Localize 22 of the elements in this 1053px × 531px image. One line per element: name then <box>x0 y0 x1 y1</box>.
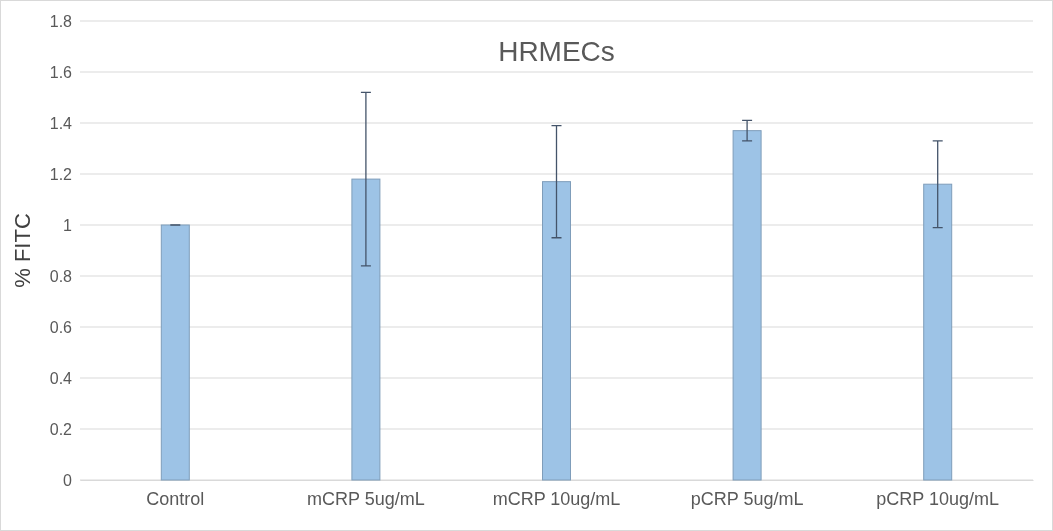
y-axis-title: % FITC <box>10 213 35 288</box>
y-tick-label: 0.4 <box>49 369 73 387</box>
x-tick-label: pCRP 5ug/mL <box>690 488 804 509</box>
bar <box>732 130 762 481</box>
text: HRMECs <box>498 36 615 67</box>
y-tick-label: 1.6 <box>49 63 73 81</box>
y-tick-label: 1.4 <box>49 114 73 132</box>
bar <box>923 183 953 481</box>
y-tick-label: 1.2 <box>49 165 73 183</box>
bar <box>351 178 381 481</box>
y-tick-label: 1 <box>63 216 73 234</box>
y-tick-label: 0.2 <box>49 420 73 438</box>
bar <box>542 181 571 481</box>
y-tick-label: 0 <box>63 471 73 489</box>
x-tick-label: Control <box>146 488 205 509</box>
y-tick-label: 0.6 <box>49 318 73 336</box>
y-tick-label: 1.8 <box>49 12 73 30</box>
x-tick-label: mCRP 10ug/mL <box>492 488 621 509</box>
x-tick-label: mCRP 5ug/mL <box>307 488 425 509</box>
x-tick-label: pCRP 10ug/mL <box>876 488 1000 509</box>
y-tick-label: 0.8 <box>49 267 73 285</box>
bar <box>160 224 190 481</box>
